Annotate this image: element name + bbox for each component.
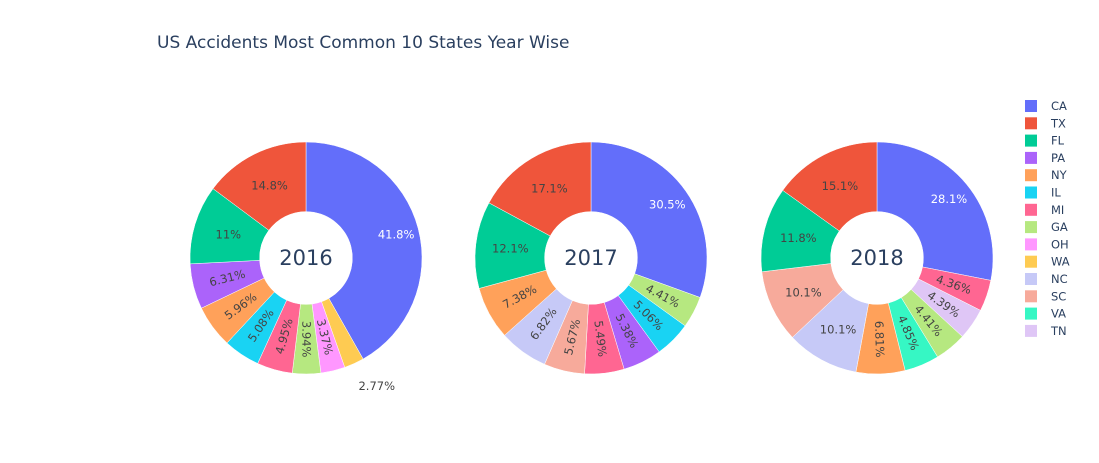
slice-2016-tx[interactable]	[212, 141, 307, 231]
slice-2017-tx[interactable]	[488, 141, 592, 237]
legend-label-il: IL	[1051, 186, 1061, 200]
legend-swatch-sc	[1025, 290, 1037, 303]
legend-label-ca: CA	[1051, 99, 1067, 113]
legend-swatch-mi	[1025, 203, 1037, 216]
slice-label-2016-ga: 3.94%	[299, 321, 313, 358]
legend-swatch-ny	[1025, 169, 1037, 182]
legend-swatch-ga	[1025, 221, 1037, 234]
center-label-2016: 2016	[279, 246, 332, 270]
legend-item-va[interactable]: VA	[1025, 307, 1066, 321]
legend-swatch-ca	[1025, 100, 1037, 112]
legend-swatch-fl	[1025, 134, 1037, 147]
legend-label-va: VA	[1051, 307, 1066, 321]
slice-label-2018-ny: 6.81%	[872, 321, 887, 358]
legend: CA TX FL PA NY IL MI GA OH WA NC SC VA TN	[1025, 99, 1070, 338]
pie-charts: 41.8%2.77%3.37%3.94%4.95%5.08%5.96%6.31%…	[189, 141, 994, 393]
legend-label-tx: TX	[1050, 116, 1066, 130]
slice-2017-ca[interactable]	[590, 141, 708, 298]
slice-label-2018-fl: 11.8%	[780, 231, 817, 245]
slice-2018-ca[interactable]	[876, 141, 994, 281]
legend-label-pa: PA	[1051, 151, 1065, 165]
slice-label-2016-fl: 11%	[216, 227, 242, 241]
legend-label-tn: TN	[1050, 324, 1067, 338]
legend-item-ny[interactable]: NY	[1025, 168, 1068, 182]
slice-label-2018-sc: 10.1%	[785, 285, 822, 299]
slice-2018-tx[interactable]	[782, 141, 878, 232]
pie-2016: 41.8%2.77%3.37%3.94%4.95%5.08%5.96%6.31%…	[189, 141, 423, 393]
legend-item-ca[interactable]: CA	[1025, 99, 1067, 113]
slice-label-2017-ca: 30.5%	[649, 197, 686, 211]
center-label-2018: 2018	[850, 246, 903, 270]
slice-2016-ca[interactable]	[305, 141, 423, 360]
pie-2018: 28.1%4.36%4.39%4.41%4.85%6.81%10.1%10.1%…	[760, 141, 994, 375]
legend-item-tn[interactable]: TN	[1025, 324, 1067, 338]
legend-item-mi[interactable]: MI	[1025, 203, 1064, 217]
legend-swatch-nc	[1025, 273, 1037, 285]
slice-label-2016-wa: 2.77%	[358, 379, 395, 393]
legend-label-oh: OH	[1051, 237, 1069, 251]
legend-swatch-tx	[1025, 117, 1037, 130]
legend-label-sc: SC	[1051, 289, 1066, 303]
legend-item-nc[interactable]: NC	[1025, 272, 1068, 286]
legend-label-ga: GA	[1051, 220, 1068, 234]
center-label-2017: 2017	[564, 246, 617, 270]
legend-item-il[interactable]: IL	[1025, 186, 1061, 200]
legend-item-fl[interactable]: FL	[1025, 134, 1065, 148]
legend-swatch-oh	[1025, 238, 1037, 251]
legend-swatch-il	[1025, 186, 1037, 199]
slice-label-2016-tx: 14.8%	[251, 178, 288, 192]
pie-2017: 30.5%4.41%5.06%5.38%5.49%5.67%6.82%7.38%…	[474, 141, 708, 375]
legend-label-wa: WA	[1051, 255, 1070, 269]
legend-item-sc[interactable]: SC	[1025, 289, 1066, 303]
legend-swatch-pa	[1025, 151, 1037, 164]
legend-item-tx[interactable]: TX	[1025, 116, 1066, 130]
slice-label-2018-tx: 15.1%	[822, 179, 859, 193]
legend-item-oh[interactable]: OH	[1025, 237, 1069, 251]
slice-label-2018-ca: 28.1%	[931, 192, 968, 206]
legend-item-wa[interactable]: WA	[1025, 255, 1070, 269]
legend-label-nc: NC	[1051, 272, 1068, 286]
legend-label-ny: NY	[1051, 168, 1068, 182]
legend-label-mi: MI	[1051, 203, 1064, 217]
legend-label-fl: FL	[1051, 134, 1065, 148]
slice-label-2017-mi: 5.49%	[591, 320, 609, 358]
legend-swatch-wa	[1025, 255, 1037, 268]
legend-item-ga[interactable]: GA	[1025, 220, 1068, 234]
slice-label-2017-tx: 17.1%	[531, 181, 568, 195]
slice-label-2016-ca: 41.8%	[378, 227, 415, 241]
legend-swatch-va	[1025, 307, 1037, 320]
chart-title: US Accidents Most Common 10 States Year …	[157, 33, 569, 53]
slice-label-2018-nc: 10.1%	[820, 322, 857, 336]
legend-item-pa[interactable]: PA	[1025, 151, 1065, 165]
legend-swatch-tn	[1025, 324, 1037, 337]
slice-label-2017-fl: 12.1%	[492, 242, 529, 256]
